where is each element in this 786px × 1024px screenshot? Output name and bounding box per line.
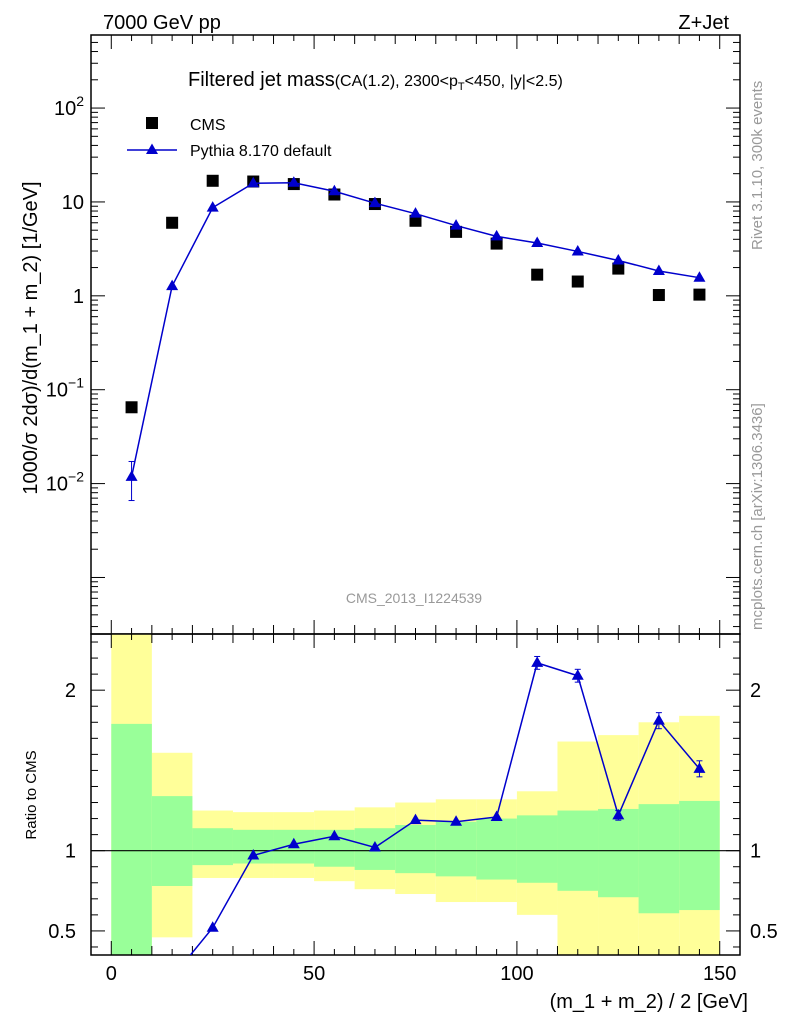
pythia-point-11 xyxy=(571,244,584,256)
title-detail-sub: T xyxy=(458,81,465,93)
x-tick-label-1: 50 xyxy=(303,963,325,985)
ratio-y-axis-label: Ratio to CMS xyxy=(23,750,40,839)
main-plot: 10−2 10−1 1 10 102 xyxy=(46,34,741,635)
main-ytick-label-4: 102 xyxy=(54,93,84,120)
ratio-ytick-label-left-1: 1 xyxy=(65,841,76,863)
pythia-point-14 xyxy=(693,271,706,282)
mcplots-label: mcplots.cern.ch [arXiv:1306.3436] xyxy=(749,403,766,630)
legend-pythia-label: Pythia 8.170 default xyxy=(190,143,332,160)
main-y-axis-label: 1000/σ 2dσ)/d(m_1 + m_2) [1/GeV] xyxy=(20,181,42,494)
title-detail-a: (CA(1.2), 2300<p xyxy=(335,73,458,90)
title-detail-b: <450, |y|<2.5) xyxy=(465,73,563,90)
cms-point-0 xyxy=(125,401,138,414)
main-plot-title: Filtered jet mass(CA(1.2), 2300<pT<450, … xyxy=(188,69,563,93)
ratio-point-2 xyxy=(206,921,219,932)
ratio-point-8 xyxy=(450,815,463,826)
pythia-point-8 xyxy=(450,219,463,230)
pythia-point-10 xyxy=(531,236,544,248)
cms-point-13 xyxy=(652,289,665,302)
main-ytick-label-0: 10−2 xyxy=(46,469,84,496)
inner-band-13 xyxy=(638,804,680,914)
pythia-point-12 xyxy=(612,253,625,265)
inner-band-14 xyxy=(679,800,720,911)
process-label: Z+Jet xyxy=(678,12,729,34)
cms-point-2 xyxy=(206,174,219,187)
pythia-point-2 xyxy=(206,201,219,212)
x-tick-label-2: 100 xyxy=(500,963,533,985)
main-plot-frame xyxy=(90,34,741,635)
legend-cms-marker xyxy=(146,117,158,129)
energy-label: 7000 GeV pp xyxy=(103,12,221,34)
x-tick-label-0: 0 xyxy=(106,963,117,985)
pythia-line xyxy=(130,182,700,477)
ratio-point-3 xyxy=(247,848,260,860)
cms-point-1 xyxy=(166,216,179,229)
pythia-point-1 xyxy=(166,279,179,291)
x-tick-label-3: 150 xyxy=(703,963,736,985)
main-ytick-label-1: 10−1 xyxy=(46,375,84,402)
ratio-point-4 xyxy=(287,837,300,849)
ratio-plot: 0 50 100 150 0.5 0.5 1 1 2 2 xyxy=(48,633,778,985)
ratio-point-11 xyxy=(571,669,584,680)
inner-band-8 xyxy=(435,821,477,877)
ratio-point-10 xyxy=(531,656,544,667)
ratio-point-12 xyxy=(612,808,625,820)
pythia-point-7 xyxy=(409,207,422,218)
inner-band-12 xyxy=(598,808,639,898)
inner-band-10 xyxy=(516,815,558,883)
pythia-point-13 xyxy=(652,264,665,275)
x-axis-label: (m_1 + m_2) / 2 [GeV] xyxy=(550,991,748,1013)
pythia-point-5 xyxy=(328,184,341,196)
legend-pythia-marker xyxy=(146,143,158,154)
cms-point-14 xyxy=(693,288,706,301)
pythia-point-6 xyxy=(368,196,381,208)
ratio-ytick-label-left-2: 2 xyxy=(65,680,76,702)
ratio-point-13 xyxy=(652,714,665,725)
pythia-point-9 xyxy=(490,229,503,241)
main-ytick-label-2: 1 xyxy=(73,286,84,308)
rivet-label: Rivet 3.1.10, 300k events xyxy=(749,81,766,250)
inner-band-2 xyxy=(192,828,233,866)
analysis-id-label: CMS_2013_I1224539 xyxy=(346,590,482,606)
inner-band-7 xyxy=(395,824,436,874)
ratio-point-6 xyxy=(368,840,381,852)
cms-point-12 xyxy=(612,262,625,275)
ratio-point-14 xyxy=(693,762,706,773)
ratio-ytick-label-right-2: 2 xyxy=(750,680,761,702)
legend: CMS Pythia 8.170 default xyxy=(127,117,332,160)
ratio-point-5 xyxy=(328,829,341,841)
cms-point-10 xyxy=(531,268,544,281)
ratio-ytick-label-left-0: 0.5 xyxy=(48,921,76,943)
main-ytick-label-3: 10 xyxy=(62,192,84,214)
pythia-point-4 xyxy=(287,176,300,187)
pythia-point-3 xyxy=(247,176,260,188)
pythia-point-0 xyxy=(125,470,138,481)
ratio-point-7 xyxy=(409,813,422,825)
ratio-series-group xyxy=(189,655,706,955)
cms-point-9 xyxy=(490,237,503,250)
cms-point-11 xyxy=(571,275,584,288)
inner-band-9 xyxy=(476,818,517,880)
inner-band-0 xyxy=(111,723,152,955)
ratio-point-9 xyxy=(490,810,503,821)
inner-band-1 xyxy=(151,796,193,886)
title-main: Filtered jet mass xyxy=(188,69,335,91)
cms-point-7 xyxy=(409,214,422,227)
legend-cms-label: CMS xyxy=(190,117,226,134)
ratio-ytick-label-right-0: 0.5 xyxy=(750,921,778,943)
ratio-ytick-label-right-1: 1 xyxy=(750,841,761,863)
